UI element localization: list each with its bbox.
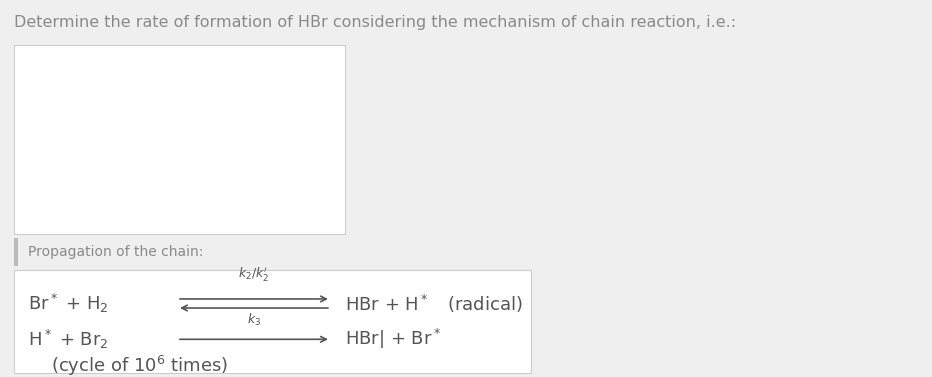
Text: HBr + H$^*$   (radical): HBr + H$^*$ (radical) [345, 293, 523, 314]
Text: HBr| + Br$^*$: HBr| + Br$^*$ [345, 327, 441, 351]
Text: Br$^*$ + H$_2$: Br$^*$ + H$_2$ [28, 292, 109, 315]
FancyBboxPatch shape [14, 238, 18, 266]
Text: (cycle of 10$^6$ times): (cycle of 10$^6$ times) [51, 354, 228, 377]
Text: $k_2/k_2'$: $k_2/k_2'$ [239, 265, 269, 283]
Text: $k_3$: $k_3$ [247, 312, 261, 328]
FancyBboxPatch shape [14, 45, 345, 234]
Text: Determine the rate of formation of HBr considering the mechanism of chain reacti: Determine the rate of formation of HBr c… [14, 15, 736, 30]
Text: H$^*$ + Br$_2$: H$^*$ + Br$_2$ [28, 328, 109, 351]
Text: Propagation of the chain:: Propagation of the chain: [28, 245, 203, 259]
FancyBboxPatch shape [14, 270, 531, 373]
